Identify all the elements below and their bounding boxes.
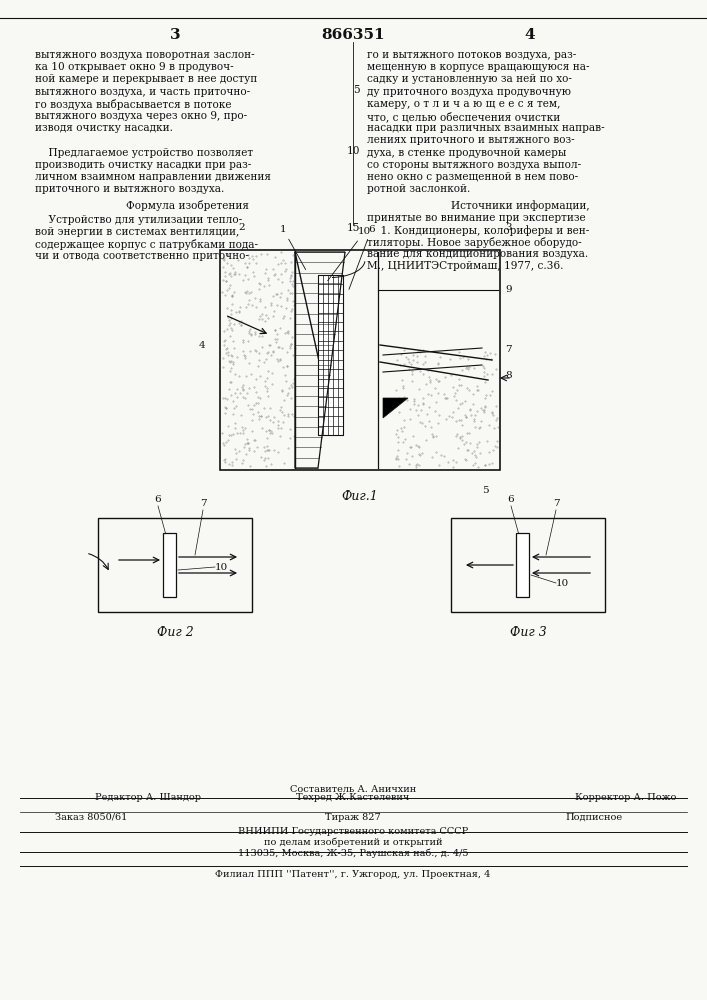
Text: Фиг 2: Фиг 2: [157, 626, 194, 639]
Text: ВНИИПИ Государственного комитета СССР: ВНИИПИ Государственного комитета СССР: [238, 827, 468, 836]
Text: 9: 9: [505, 286, 512, 294]
Text: насадки при различных взаимных направ-: насадки при различных взаимных направ-: [367, 123, 604, 133]
Text: производить очистку насадки при раз-: производить очистку насадки при раз-: [35, 160, 251, 170]
Text: 10: 10: [346, 146, 360, 156]
Text: 6: 6: [508, 495, 514, 504]
Text: 3: 3: [170, 28, 180, 42]
Text: 8: 8: [505, 370, 512, 379]
Text: 10: 10: [327, 227, 371, 281]
Text: 5: 5: [354, 85, 360, 95]
Text: содержащее корпус с патрубками пода-: содержащее корпус с патрубками пода-: [35, 239, 258, 250]
Text: лениях приточного и вытяжного воз-: лениях приточного и вытяжного воз-: [367, 135, 575, 145]
Text: приточного и вытяжного воздуха.: приточного и вытяжного воздуха.: [35, 184, 224, 194]
Text: изводя очистку насадки.: изводя очистку насадки.: [35, 123, 173, 133]
Text: 10: 10: [556, 578, 569, 587]
Text: 1. Кондиционеры, колориферы и вен-: 1. Кондиционеры, колориферы и вен-: [367, 225, 589, 236]
Text: 7: 7: [553, 499, 559, 508]
Text: 6: 6: [349, 225, 375, 289]
Text: го воздуха выбрасывается в потоке: го воздуха выбрасывается в потоке: [35, 99, 231, 110]
Text: 113035, Москва, Ж-35, Раушская наб., д. 4/5: 113035, Москва, Ж-35, Раушская наб., д. …: [238, 848, 468, 858]
Text: Устройство для утилизации тепло-: Устройство для утилизации тепло-: [35, 215, 242, 225]
Text: что, с целью обеспечения очистки: что, с целью обеспечения очистки: [367, 111, 560, 122]
Text: Техред Ж.Кастелевич: Техред Ж.Кастелевич: [296, 793, 409, 802]
Text: по делам изобретений и открытий: по делам изобретений и открытий: [264, 838, 443, 847]
Text: камеру, о т л и ч а ю щ е е с я тем,: камеру, о т л и ч а ю щ е е с я тем,: [367, 99, 561, 109]
Text: 7: 7: [199, 499, 206, 508]
Text: вание для кондиционирования воздуха.: вание для кондиционирования воздуха.: [367, 249, 588, 259]
Text: 15: 15: [346, 223, 360, 233]
Text: 1: 1: [280, 225, 305, 270]
Text: садку и установленную за ней по хо-: садку и установленную за ней по хо-: [367, 74, 572, 84]
Text: Подписное: Подписное: [565, 813, 622, 822]
Polygon shape: [318, 275, 343, 435]
Text: мещенную в корпусе вращающуюся на-: мещенную в корпусе вращающуюся на-: [367, 62, 590, 72]
Text: 2: 2: [239, 223, 245, 232]
Polygon shape: [516, 533, 529, 597]
Text: 866351: 866351: [321, 28, 385, 42]
Text: тиляторы. Новое зарубежное оборудо-: тиляторы. Новое зарубежное оборудо-: [367, 237, 582, 248]
Text: духа, в стенке продувочной камеры: духа, в стенке продувочной камеры: [367, 148, 566, 158]
Text: ной камере и перекрывает в нее доступ: ной камере и перекрывает в нее доступ: [35, 74, 257, 84]
Text: чи и отвода соответственно приточно-: чи и отвода соответственно приточно-: [35, 251, 249, 261]
Text: ротной заслонкой.: ротной заслонкой.: [367, 184, 470, 194]
Polygon shape: [163, 533, 176, 597]
Text: 4: 4: [199, 340, 205, 350]
Text: Фиг.1: Фиг.1: [341, 490, 378, 503]
Text: 6: 6: [155, 495, 161, 504]
Polygon shape: [383, 398, 408, 418]
Text: 10: 10: [215, 562, 228, 572]
Text: ка 10 открывает окно 9 в продувоч-: ка 10 открывает окно 9 в продувоч-: [35, 62, 233, 72]
Text: Корректор А. Пожо: Корректор А. Пожо: [575, 793, 677, 802]
Text: ду приточного воздуха продувочную: ду приточного воздуха продувочную: [367, 87, 571, 97]
Text: 3: 3: [505, 223, 512, 232]
Text: Источники информации,: Источники информации,: [450, 200, 590, 211]
Text: го и вытяжного потоков воздуха, раз-: го и вытяжного потоков воздуха, раз-: [367, 50, 576, 60]
Text: принятые во внимание при экспертизе: принятые во внимание при экспертизе: [367, 213, 585, 223]
Text: вытяжного воздуха через окно 9, про-: вытяжного воздуха через окно 9, про-: [35, 111, 247, 121]
Text: нено окно с размещенной в нем пово-: нено окно с размещенной в нем пово-: [367, 172, 578, 182]
Text: Редактор А. Шандор: Редактор А. Шандор: [95, 793, 201, 802]
Text: со стороны вытяжного воздуха выпол-: со стороны вытяжного воздуха выпол-: [367, 160, 581, 170]
Text: 5: 5: [481, 486, 489, 495]
Text: 4: 4: [525, 28, 535, 42]
Text: 7: 7: [505, 346, 512, 355]
Text: Предлагаемое устройство позволяет: Предлагаемое устройство позволяет: [35, 148, 253, 158]
Text: Составитель А. Аничхин: Составитель А. Аничхин: [290, 785, 416, 794]
Text: Филиал ППП ''Патент'', г. Ужгород, ул. Проектная, 4: Филиал ППП ''Патент'', г. Ужгород, ул. П…: [216, 870, 491, 879]
Text: Тираж 827: Тираж 827: [325, 813, 381, 822]
Text: личном взаимном направлении движения: личном взаимном направлении движения: [35, 172, 271, 182]
Text: Формула изобретения: Формула изобретения: [127, 200, 250, 211]
Text: Фиг 3: Фиг 3: [510, 626, 547, 639]
Text: вытяжного воздуха поворотная заслон-: вытяжного воздуха поворотная заслон-: [35, 50, 255, 60]
Text: М., ЦНИИТЭСтроймаш, 1977, с.36.: М., ЦНИИТЭСтроймаш, 1977, с.36.: [367, 261, 563, 271]
Text: вытяжного воздуха, и часть приточно-: вытяжного воздуха, и часть приточно-: [35, 87, 250, 97]
Text: вой энергии в системах вентиляции,: вой энергии в системах вентиляции,: [35, 227, 239, 237]
Text: Заказ 8050/61: Заказ 8050/61: [55, 813, 127, 822]
